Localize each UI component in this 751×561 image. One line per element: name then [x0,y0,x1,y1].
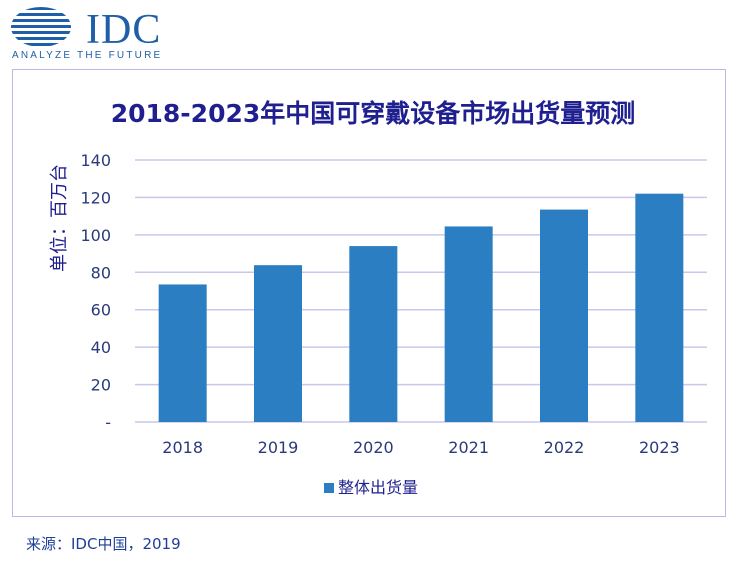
legend: 整体出货量 [324,478,418,497]
x-tick-label: 2022 [544,438,585,457]
gridlines [135,159,707,423]
y-tick-label: 100 [80,226,111,245]
x-tick-label: 2020 [353,438,394,457]
bar [158,284,207,422]
bar [349,246,398,422]
y-tick-label: - [105,413,111,432]
bar [635,193,684,422]
x-tick-labels: 2018 2019 2020 2021 2022 2023 [162,438,679,457]
logo-tagline: ANALYZE THE FUTURE [12,50,163,61]
bars [158,193,684,422]
globe-stripes-icon [11,7,71,46]
x-tick-label: 2021 [448,438,489,457]
y-tick-label: 60 [91,301,111,320]
y-axis-label: 单位：百万台 [49,164,70,272]
chart-title: 2018-2023年中国可穿戴设备市场出货量预测 [111,99,636,128]
y-tick-label: 80 [91,263,111,282]
bar-chart: 2018-2023年中国可穿戴设备市场出货量预测 单位：百万台 - 20 40 60 8… [49,99,707,497]
legend-label: 整体出货量 [338,478,418,497]
chart-frame: 2018-2023年中国可穿戴设备市场出货量预测 单位：百万台 - 20 40 60 8… [12,69,726,517]
source-note: 来源：IDC中国，2019 [26,535,181,553]
idc-logo: IDC ANALYZE THE FUTURE [10,6,180,62]
y-tick-label: 140 [80,151,111,170]
x-tick-label: 2019 [258,438,299,457]
y-tick-label: 40 [91,338,111,357]
y-tick-label: 20 [91,376,111,395]
bar [254,265,302,422]
logo-wordmark: IDC [86,7,162,53]
bar [540,209,588,422]
y-tick-label: 120 [80,188,111,207]
bar [444,226,493,422]
y-tick-labels: - 20 40 60 80 100 120 140 [80,151,111,432]
x-tick-label: 2018 [162,438,203,457]
legend-swatch [324,483,334,493]
x-tick-label: 2023 [639,438,680,457]
